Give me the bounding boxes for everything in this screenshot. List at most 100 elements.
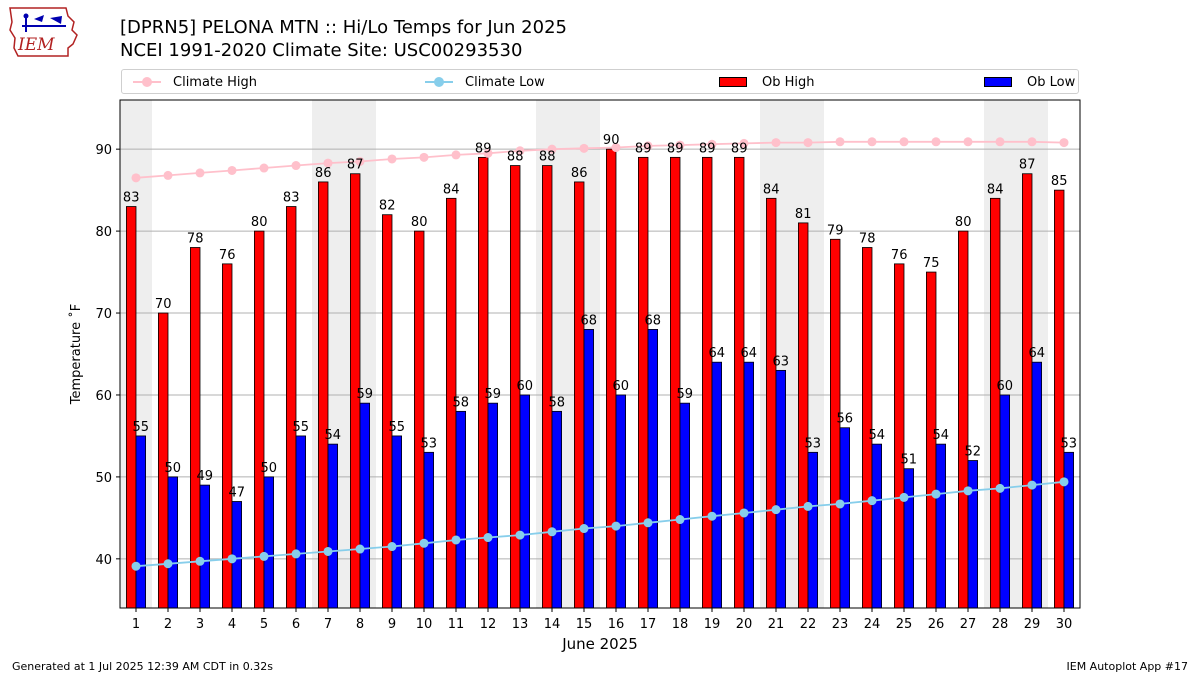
climate-high-point — [835, 137, 845, 147]
climate-high-point — [419, 152, 429, 162]
ob-low-label: 55 — [133, 420, 150, 435]
ob-low-label: 54 — [869, 428, 886, 443]
climate-high-point — [899, 137, 909, 147]
climate-low-point — [547, 527, 557, 537]
ob-high-bar — [1054, 189, 1065, 609]
climate-low-point — [195, 556, 205, 566]
ob-low-bar — [679, 402, 691, 609]
legend-item-climate-high: Climate High — [133, 70, 257, 94]
climate-high-point — [579, 143, 589, 153]
ob-high-bar — [702, 156, 713, 609]
climate-low-point — [387, 542, 397, 552]
legend-marker-climate-high — [133, 75, 161, 89]
x-tick-label: 5 — [260, 617, 268, 632]
ob-low-label: 49 — [197, 469, 214, 484]
ob-low-label: 64 — [1029, 346, 1046, 361]
ob-low-bar — [967, 460, 979, 609]
climate-high-point — [995, 137, 1005, 147]
x-tick-label: 9 — [388, 617, 396, 632]
ob-low-label: 52 — [965, 445, 982, 460]
climate-high-point — [323, 158, 333, 168]
y-tick-label: 40 — [95, 553, 112, 568]
climate-low-point — [803, 501, 813, 511]
climate-high-point — [515, 146, 525, 156]
y-tick-label: 90 — [95, 143, 112, 158]
climate-high-point — [867, 137, 877, 147]
ob-low-label: 59 — [485, 387, 502, 402]
climate-low-point — [451, 535, 461, 545]
ob-low-label: 54 — [933, 428, 950, 443]
legend-item-ob-high: Ob High — [719, 70, 815, 94]
ob-low-label: 68 — [645, 313, 662, 328]
x-tick-label: 24 — [864, 617, 881, 632]
ob-low-label: 63 — [773, 354, 790, 369]
climate-low-point — [867, 496, 877, 506]
ob-high-bar — [958, 230, 969, 609]
ob-high-bar — [990, 197, 1001, 609]
ob-low-label: 47 — [229, 485, 246, 500]
y-tick-label: 70 — [95, 307, 112, 322]
ob-high-label: 80 — [251, 215, 268, 230]
x-tick-label: 18 — [672, 617, 689, 632]
x-tick-label: 2 — [164, 617, 172, 632]
ob-high-label: 84 — [443, 182, 460, 197]
ob-high-label: 89 — [699, 141, 716, 156]
ob-low-label: 56 — [837, 412, 854, 427]
climate-high-point — [451, 150, 461, 160]
legend-label-climate-high: Climate High — [173, 74, 258, 90]
ob-high-label: 84 — [987, 182, 1004, 197]
ob-low-bar — [775, 369, 787, 609]
climate-low-point — [515, 530, 525, 540]
climate-high-line — [135, 140, 1065, 179]
climate-high-point — [771, 138, 781, 148]
ob-high-label: 80 — [955, 215, 972, 230]
ob-high-bar — [317, 181, 329, 609]
x-tick-label: 23 — [832, 617, 849, 632]
x-tick-label: 17 — [640, 617, 657, 632]
chart-title: [DPRN5] PELONA MTN :: Hi/Lo Temps for Ju… — [120, 17, 567, 38]
climate-low-point — [835, 499, 845, 509]
ob-high-bar — [126, 206, 137, 609]
climate-low-point — [963, 486, 973, 496]
x-tick-label: 26 — [928, 617, 945, 632]
ob-low-bar — [807, 451, 819, 609]
ob-low-bar — [583, 329, 595, 609]
ob-high-bar — [798, 222, 809, 609]
ob-low-bar — [359, 402, 371, 609]
ob-high-label: 87 — [1019, 158, 1036, 173]
ob-low-bar — [999, 394, 1011, 609]
climate-low-point — [419, 538, 429, 548]
x-tick-label: 10 — [416, 617, 433, 632]
ob-low-bar — [391, 435, 403, 609]
climate-low-point — [291, 549, 301, 559]
ob-low-label: 59 — [677, 387, 694, 402]
climate-low-point — [227, 554, 237, 564]
ob-low-label: 60 — [517, 379, 534, 394]
climate-high-point — [547, 144, 557, 154]
x-tick-label: 12 — [480, 617, 497, 632]
ob-high-bar — [638, 156, 649, 609]
plot-frame — [119, 99, 1081, 609]
x-tick-label: 16 — [608, 617, 625, 632]
climate-low-point — [931, 489, 941, 499]
climate-high-point — [291, 161, 301, 171]
y-tick-label: 50 — [95, 471, 112, 486]
climate-high-point — [643, 141, 653, 151]
ob-high-label: 85 — [1051, 174, 1068, 189]
climate-high-point — [227, 165, 237, 175]
ob-low-label: 50 — [165, 461, 182, 476]
climate-low-point — [483, 533, 493, 543]
climate-high-point — [611, 143, 621, 153]
ob-low-label: 53 — [421, 436, 438, 451]
ob-high-bar — [1022, 173, 1033, 609]
ob-high-label: 81 — [795, 207, 812, 222]
ob-high-label: 70 — [155, 297, 172, 312]
legend-swatch-ob-high — [719, 77, 747, 87]
climate-high-point — [931, 137, 941, 147]
climate-low-point — [899, 492, 909, 502]
climate-high-point — [707, 139, 717, 149]
climate-high-point — [355, 156, 365, 166]
ob-high-label: 75 — [923, 256, 940, 271]
climate-high-point — [259, 163, 269, 173]
